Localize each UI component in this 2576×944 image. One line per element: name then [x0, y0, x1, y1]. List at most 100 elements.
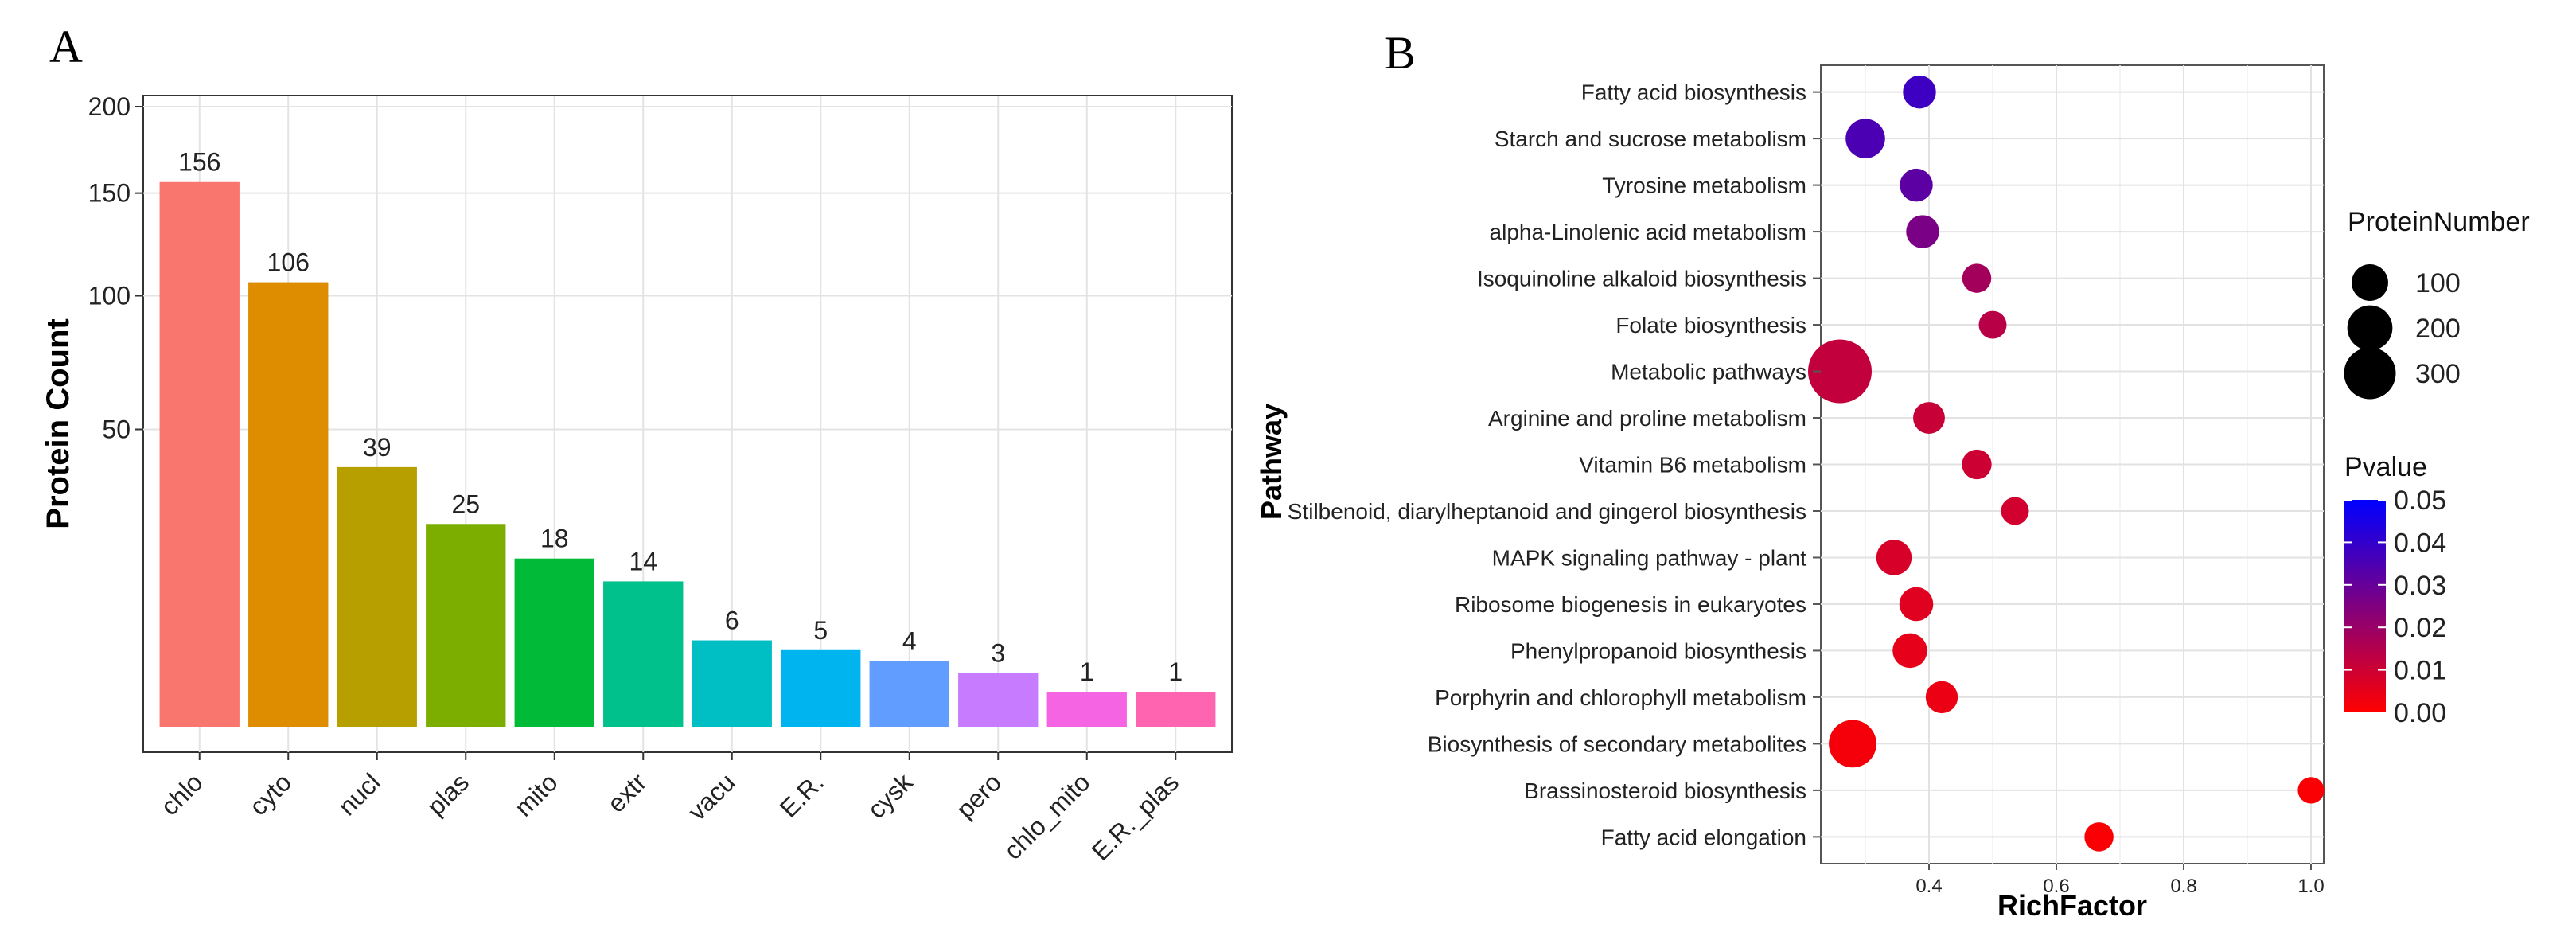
y-tick-label: Metabolic pathways	[1611, 360, 1806, 384]
size-legend-key	[2347, 305, 2393, 351]
bar	[1046, 692, 1127, 727]
data-point	[1903, 75, 1936, 109]
y-tick-label: Fatty acid biosynthesis	[1581, 80, 1806, 105]
x-tick-label: vacu	[682, 767, 740, 825]
x-tick-label: extr	[602, 767, 652, 817]
color-legend-label: 0.01	[2394, 656, 2446, 686]
y-tick-label: 50	[102, 415, 131, 444]
data-point	[1900, 168, 1933, 202]
panel-label-a: A	[49, 21, 83, 72]
bar	[426, 524, 506, 727]
data-point	[1962, 449, 1992, 480]
bar	[692, 640, 772, 727]
bar-chart-subcellular: 156chlo106cyto39nucl25plas18mito14extr6v…	[41, 92, 1233, 866]
bar	[781, 649, 861, 727]
y-tick-label: Stilbenoid, diarylheptanoid and gingerol…	[1288, 499, 1806, 524]
bar	[159, 181, 240, 727]
y-tick-label: Vitamin B6 metabolism	[1579, 453, 1806, 478]
y-tick-label: Tyrosine metabolism	[1602, 174, 1806, 198]
data-point	[1925, 681, 1958, 714]
color-legend-label: 0.02	[2394, 613, 2446, 643]
y-tick-label: Isoquinoline alkaloid biosynthesis	[1477, 267, 1806, 291]
data-point	[1808, 339, 1872, 404]
data-point	[1829, 720, 1876, 768]
x-tick-label: 0.4	[1915, 876, 1942, 897]
y-tick-label: Brassinosteroid biosynthesis	[1524, 778, 1806, 803]
bar	[1136, 692, 1216, 727]
y-tick-label: Fatty acid elongation	[1601, 825, 1806, 849]
y-tick-label: Folate biosynthesis	[1615, 313, 1806, 337]
y-tick-label: Porphyrin and chlorophyll metabolism	[1435, 685, 1806, 710]
size-legend-label: 100	[2415, 268, 2461, 298]
y-tick-label: Phenylpropanoid biosynthesis	[1510, 638, 1806, 663]
bar-value-label: 6	[725, 607, 739, 635]
y-axis-title: Protein Count	[41, 318, 76, 529]
y-tick-label: Biosynthesis of secondary metabolites	[1428, 731, 1806, 756]
bar-value-label: 18	[540, 525, 569, 553]
x-tick-label: 0.6	[2043, 876, 2069, 897]
data-point	[1978, 310, 2007, 339]
data-point	[2001, 497, 2029, 525]
data-point	[2084, 822, 2114, 852]
bar-value-label: 14	[629, 547, 657, 575]
bar-value-label: 1	[1080, 657, 1094, 686]
y-tick-label: Starch and sucrose metabolism	[1495, 127, 1806, 151]
color-legend-label: 0.00	[2394, 698, 2446, 728]
x-tick-label: 1.0	[2297, 876, 2324, 897]
bar	[958, 673, 1039, 727]
x-axis-title: RichFactor	[1997, 889, 2147, 922]
x-tick-label: nucl	[333, 767, 386, 821]
bar-value-label: 4	[902, 626, 917, 655]
x-tick-label: cysk	[862, 767, 918, 824]
y-tick-label: 200	[88, 92, 131, 121]
size-legend-label: 300	[2415, 359, 2461, 389]
x-tick-label: mito	[509, 767, 563, 821]
y-tick-label: 150	[88, 179, 131, 208]
color-legend-title: Pvalue	[2344, 452, 2427, 482]
bubble-chart-pathway: Fatty acid biosynthesis Starch and sucros…	[1255, 64, 2530, 922]
size-legend-title: ProteinNumber	[2348, 207, 2530, 237]
y-tick-label: Ribosome biogenesis in eukaryotes	[1455, 592, 1806, 617]
bar	[603, 581, 684, 727]
y-tick-label: MAPK signaling pathway - plant	[1492, 545, 1807, 570]
data-point	[1845, 119, 1885, 158]
x-tick-label: chlo	[155, 767, 208, 821]
data-point	[1899, 587, 1934, 622]
y-axis-title: Pathway	[1255, 404, 1288, 520]
bar	[869, 661, 949, 727]
data-point	[1913, 402, 1945, 434]
bar-value-label: 106	[267, 248, 310, 277]
x-tick-label: E.R._plas	[1086, 767, 1185, 866]
y-tick-label: alpha-Linolenic acid metabolism	[1490, 220, 1806, 244]
data-point	[1876, 540, 1912, 575]
bar-value-label: 25	[451, 490, 480, 518]
bar-value-label: 5	[813, 616, 828, 645]
bar-value-label: 156	[178, 148, 220, 177]
x-tick-label: E.R.	[774, 767, 829, 822]
x-tick-label: cyto	[244, 767, 297, 821]
bar	[337, 466, 417, 727]
bar-value-label: 39	[363, 433, 392, 462]
size-legend-key	[2352, 264, 2388, 301]
data-point	[1892, 633, 1927, 669]
panel-label-b: B	[1385, 27, 1416, 79]
y-tick-label: Arginine and proline metabolism	[1488, 406, 1806, 431]
x-tick-label: plas	[421, 767, 474, 821]
color-legend-label: 0.04	[2394, 528, 2446, 558]
size-legend-key	[2344, 347, 2396, 400]
y-tick-label: 100	[88, 282, 131, 310]
bar	[248, 282, 329, 727]
x-tick-label: chlo_mito	[998, 767, 1095, 864]
color-legend-bar	[2344, 500, 2386, 712]
x-tick-label: pero	[950, 767, 1007, 824]
bar-value-label: 1	[1168, 657, 1183, 686]
bar	[514, 558, 594, 727]
x-tick-label: 0.8	[2170, 876, 2196, 897]
bar-value-label: 3	[991, 639, 1005, 668]
data-point	[1906, 215, 1939, 248]
data-point	[2297, 777, 2325, 804]
data-point	[1962, 263, 1992, 293]
color-legend-label: 0.03	[2394, 571, 2446, 601]
color-legend-label: 0.05	[2394, 486, 2446, 516]
